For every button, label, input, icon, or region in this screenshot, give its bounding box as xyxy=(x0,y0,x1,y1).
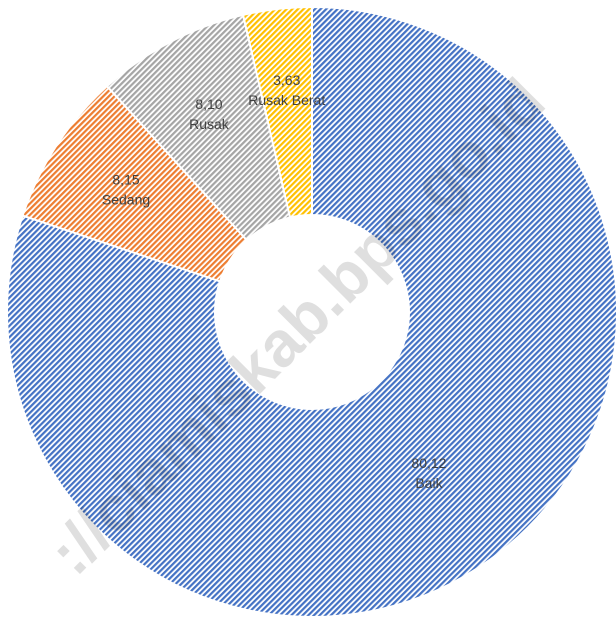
category-label: Baik xyxy=(415,475,443,491)
category-label: Rusak xyxy=(189,116,230,132)
slice xyxy=(6,5,616,618)
value-label: 8,15 xyxy=(112,171,139,187)
category-label: Rusak Berat xyxy=(248,92,325,108)
value-label: 3,63 xyxy=(273,72,300,88)
value-label: 80,12 xyxy=(411,455,446,471)
category-label: Sedang xyxy=(102,191,150,207)
slice xyxy=(241,5,313,219)
value-label: 8,10 xyxy=(195,96,222,112)
